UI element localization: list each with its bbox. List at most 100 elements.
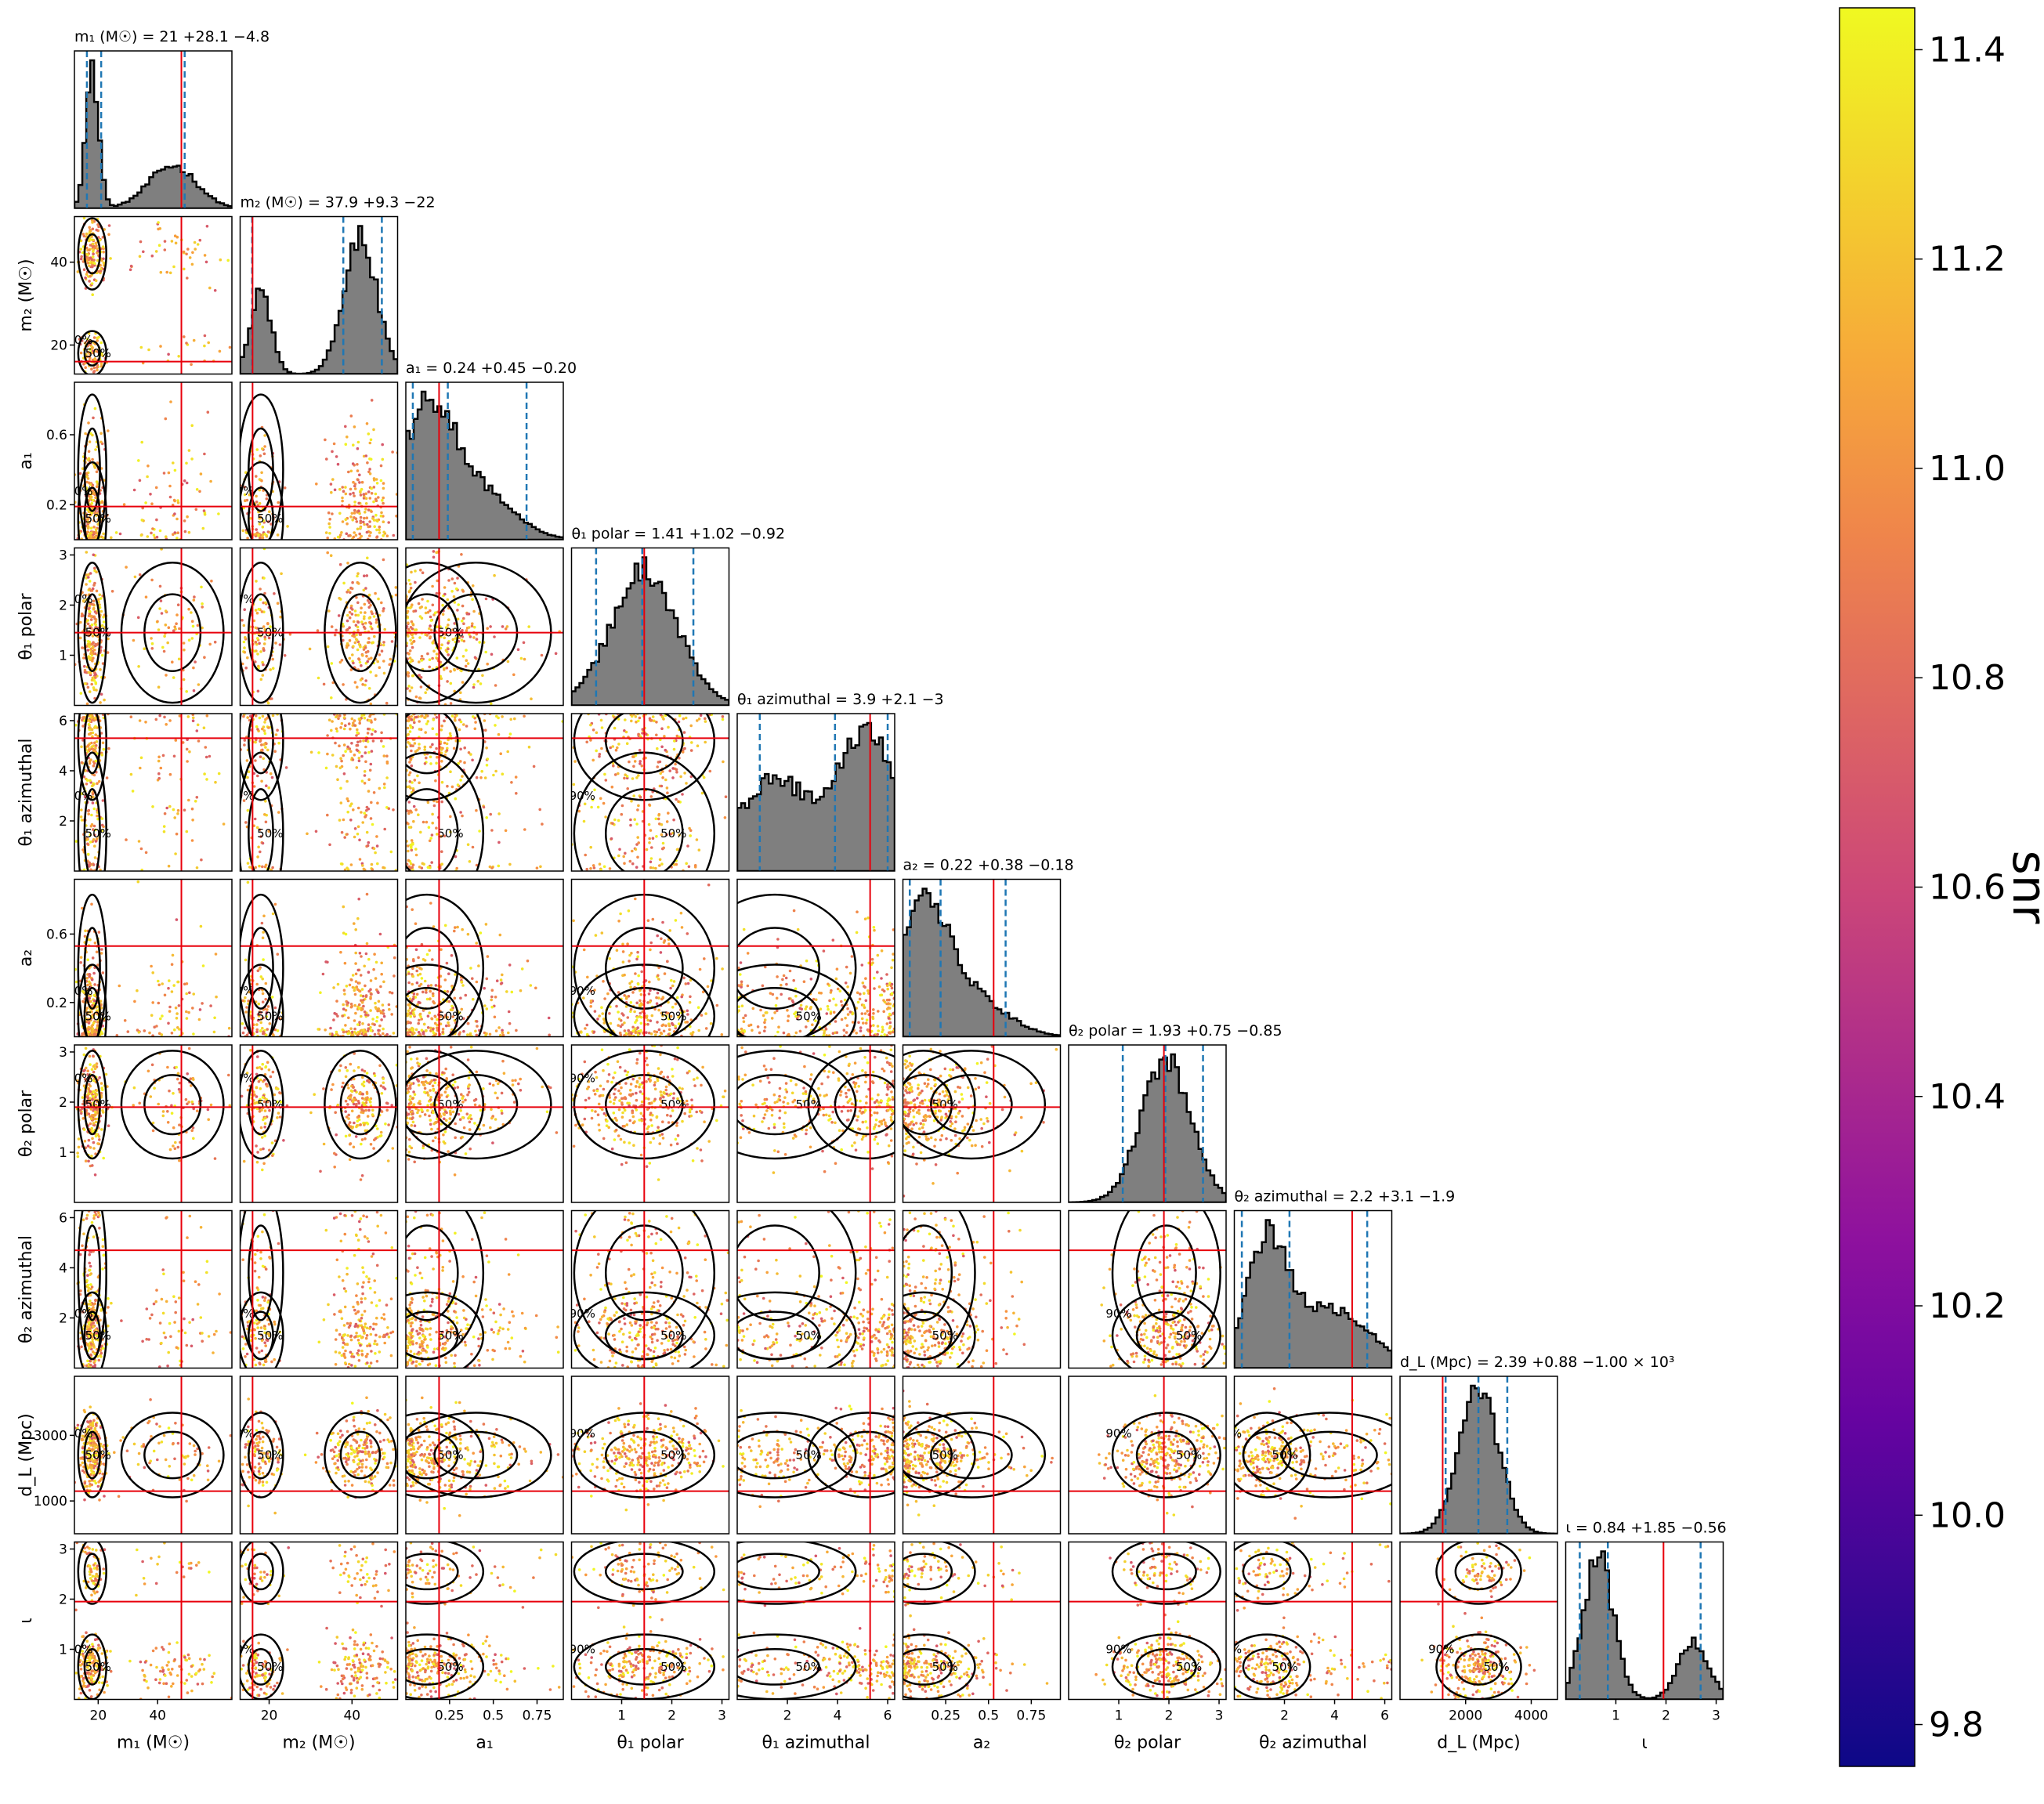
sample-point: [888, 1032, 892, 1035]
sample-point: [681, 750, 685, 754]
sample-point: [88, 690, 92, 693]
sample-point: [243, 650, 247, 654]
sample-point: [475, 638, 479, 641]
sample-point: [446, 784, 449, 788]
sample-point: [466, 1033, 469, 1036]
sample-point: [388, 991, 392, 994]
sample-point: [150, 531, 153, 535]
sample-point: [763, 1021, 766, 1025]
sample-point: [261, 660, 264, 664]
sample-point: [374, 1006, 378, 1009]
sample-point: [256, 728, 259, 731]
sample-point: [408, 771, 412, 775]
sample-point: [372, 847, 376, 850]
sample-point: [425, 634, 429, 637]
sample-point: [99, 362, 103, 366]
sample-point: [83, 342, 87, 345]
sample-point: [538, 808, 541, 812]
scatter-panel-theta1_polar-vs-a1: 50%90%: [405, 547, 564, 707]
sample-point: [461, 635, 465, 638]
sample-point: [656, 765, 659, 768]
sample-point: [356, 620, 360, 624]
sample-point: [86, 958, 89, 962]
sample-point: [90, 682, 93, 686]
sample-point: [780, 983, 783, 987]
sample-point: [93, 833, 96, 837]
sample-point: [501, 973, 504, 977]
sample-point: [432, 555, 436, 559]
sample-point: [194, 508, 198, 512]
sample-point: [634, 1021, 637, 1024]
sample-point: [90, 902, 93, 906]
sample-point: [505, 625, 509, 628]
sample-point: [242, 624, 246, 627]
sample-point: [450, 714, 454, 718]
sample-point: [418, 866, 421, 869]
sample-point: [364, 984, 367, 988]
sample-point: [650, 846, 653, 849]
sample-point: [371, 612, 374, 616]
sample-point: [411, 967, 414, 971]
sample-point: [160, 612, 164, 615]
sample-point: [277, 811, 280, 814]
sample-point: [157, 628, 161, 631]
sample-point: [864, 999, 868, 1003]
sample-point: [688, 1000, 692, 1004]
sample-point: [490, 829, 494, 832]
sample-point: [94, 759, 98, 763]
sample-point: [338, 596, 341, 600]
sample-point: [271, 866, 274, 869]
sample-point: [85, 508, 89, 512]
sample-point: [342, 905, 345, 909]
sample-point: [436, 1018, 439, 1021]
sample-point: [669, 1014, 673, 1018]
sample-point: [406, 785, 409, 789]
sample-point: [174, 627, 177, 631]
sample-point: [357, 1003, 361, 1007]
sample-point: [263, 627, 267, 631]
sample-point: [406, 958, 409, 961]
sample-point: [636, 950, 639, 954]
sample-point: [655, 721, 658, 724]
sample-point: [157, 685, 161, 689]
sample-point: [429, 837, 432, 840]
sample-point: [382, 660, 385, 663]
sample-point: [358, 982, 361, 985]
contour-90: [77, 714, 107, 801]
contour-label-50: 50%: [437, 826, 463, 841]
sample-point: [345, 985, 349, 988]
sample-point: [93, 566, 96, 570]
sample-point: [353, 641, 357, 645]
sample-point: [84, 432, 87, 436]
sample-point: [190, 424, 194, 427]
sample-point: [365, 942, 369, 945]
sample-point: [596, 1018, 599, 1021]
sample-point: [675, 734, 679, 738]
sample-point: [624, 773, 627, 776]
sample-point: [419, 830, 422, 834]
sample-point: [91, 747, 95, 750]
sample-point: [636, 855, 639, 859]
sample-point: [161, 754, 165, 757]
sample-point: [186, 248, 190, 251]
sample-point: [228, 345, 232, 349]
sample-point: [632, 794, 635, 797]
sample-point: [447, 653, 450, 656]
sample-point: [600, 931, 604, 935]
sample-point: [477, 964, 480, 967]
sample-point: [434, 779, 437, 783]
sample-point: [263, 732, 267, 736]
sample-point: [157, 1001, 161, 1005]
sample-point: [363, 964, 367, 968]
sample-point: [368, 714, 371, 718]
sample-point: [255, 528, 259, 531]
sample-point: [628, 953, 631, 957]
sample-point: [356, 572, 360, 575]
sample-point: [88, 348, 92, 351]
sample-point: [428, 658, 432, 661]
sample-point: [435, 826, 438, 830]
sample-point: [98, 603, 101, 606]
sample-point: [882, 1010, 885, 1014]
y-tick-label: 0.2: [46, 996, 67, 1011]
sample-point: [353, 754, 356, 757]
